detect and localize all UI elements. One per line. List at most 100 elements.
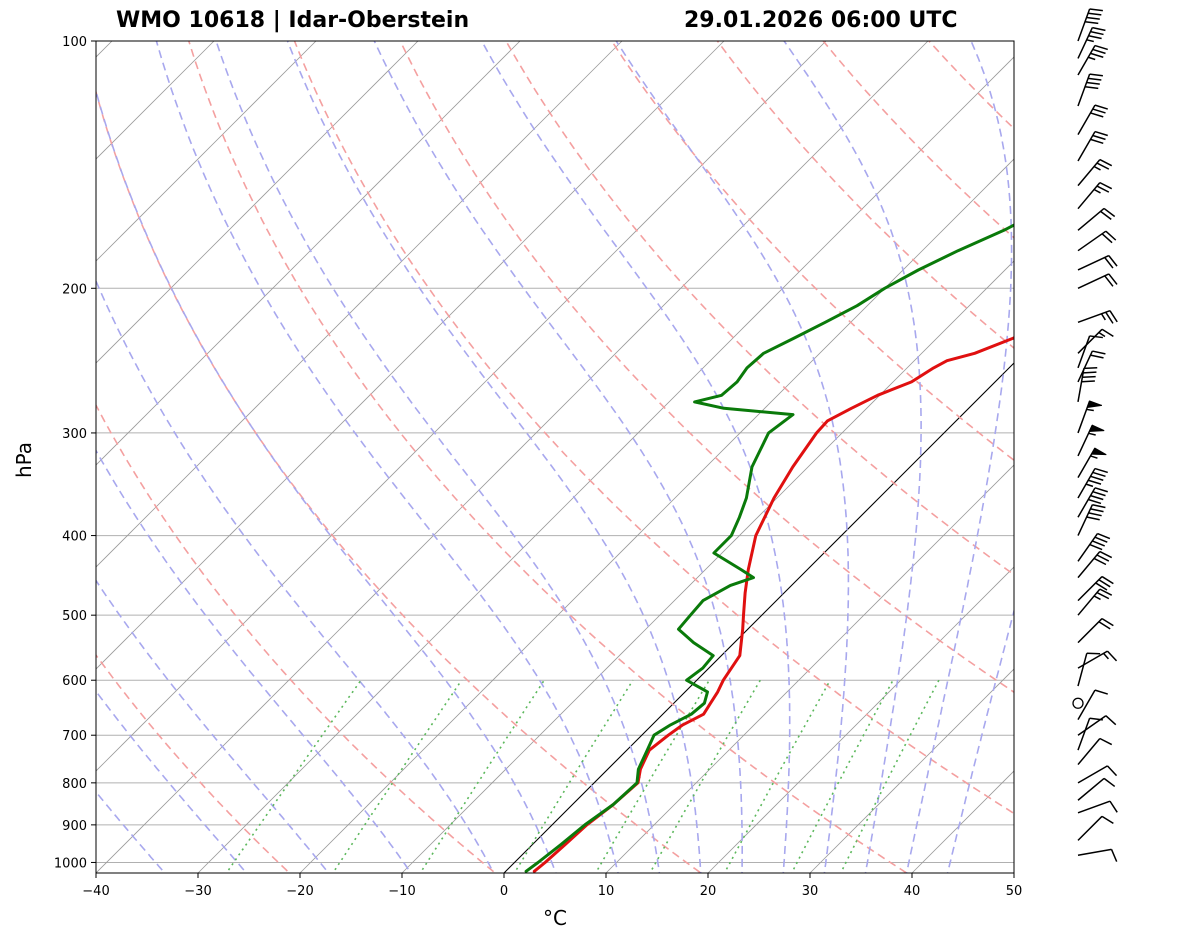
wind-barb xyxy=(1077,44,1108,76)
mixing-ratio-line xyxy=(723,679,831,873)
mixing-ratio-line xyxy=(225,679,362,873)
wind-barb xyxy=(1077,447,1107,478)
wind-barb xyxy=(1077,335,1103,369)
wind-barb xyxy=(1077,130,1108,162)
moist-adiabat-line xyxy=(783,41,922,873)
moist-adiabat-line xyxy=(286,41,702,873)
wind-barb xyxy=(1077,800,1118,814)
y-tick-label: 200 xyxy=(62,282,87,297)
wind-barb xyxy=(1077,104,1108,135)
y-tick-label: 1000 xyxy=(54,856,87,871)
x-tick-label: 40 xyxy=(904,884,921,899)
mixing-ratio-line xyxy=(594,679,710,873)
isotherm-line xyxy=(96,41,929,873)
wind-barb xyxy=(1077,400,1103,434)
wind-barb xyxy=(1077,689,1108,720)
mixing-ratio-line xyxy=(419,679,545,873)
wind-barb xyxy=(1077,309,1118,324)
moist-adiabat-line xyxy=(480,41,791,873)
wind-barb xyxy=(1077,815,1114,841)
dry-adiabat-line xyxy=(1121,23,1181,880)
y-tick-label: 500 xyxy=(62,609,87,624)
wind-barb xyxy=(1077,350,1106,383)
moist-adiabat-line xyxy=(96,579,330,873)
dry-adiabat-line xyxy=(822,41,1014,239)
dry-adiabat-line xyxy=(96,653,291,873)
x-tick-label: −20 xyxy=(286,884,313,899)
isotherm-line xyxy=(96,41,623,568)
wind-barb xyxy=(1077,765,1118,784)
isotherm-line xyxy=(96,41,725,670)
isotherm-line xyxy=(96,41,317,262)
wind-barb xyxy=(1077,424,1105,457)
isotherm-line xyxy=(96,41,521,466)
x-tick-label: 0 xyxy=(500,884,508,899)
dry-adiabat-line xyxy=(610,41,1014,462)
datetime-title: 29.01.2026 06:00 UTC xyxy=(684,8,958,33)
x-axis-label: °C xyxy=(543,906,567,930)
y-tick-label: 700 xyxy=(62,729,87,744)
x-tick-label: 30 xyxy=(802,884,819,899)
wind-barb xyxy=(1077,588,1113,616)
dewpoint-profile-line xyxy=(524,223,1014,873)
moist-adiabat-line xyxy=(946,607,1014,873)
wind-barb xyxy=(1077,254,1118,271)
isotherm-line xyxy=(96,41,419,364)
y-tick-label: 800 xyxy=(62,777,87,792)
wind-barb xyxy=(1072,697,1084,709)
mixing-ratio-line xyxy=(513,679,634,873)
moist-adiabat-line xyxy=(96,279,495,873)
dry-adiabat-line xyxy=(399,41,1014,694)
wind-barb xyxy=(1077,73,1103,107)
station-title: WMO 10618 | Idar-Oberstein xyxy=(116,8,470,33)
y-tick-label: 600 xyxy=(62,674,87,689)
wind-barbs xyxy=(1072,8,1118,862)
wind-barb xyxy=(1077,26,1106,59)
plot-frame xyxy=(95,40,1015,874)
isotherm-line xyxy=(809,668,1014,873)
temperature-profile-line xyxy=(532,336,1014,873)
mixing-ratio-line xyxy=(331,679,463,873)
isotherm-line xyxy=(707,566,1014,873)
wind-barb xyxy=(1077,328,1114,354)
wind-barb xyxy=(1077,532,1111,562)
moist-adiabat-line xyxy=(215,41,661,873)
wind-barb xyxy=(1077,207,1116,231)
dry-adiabat-line xyxy=(927,41,1014,130)
x-tick-label: −30 xyxy=(184,884,211,899)
wind-barb xyxy=(1077,652,1101,687)
wind-barb xyxy=(1077,717,1103,751)
dry-adiabat-line xyxy=(505,41,1014,576)
wind-barb xyxy=(1077,158,1113,187)
isotherm-line xyxy=(1013,872,1014,873)
mixing-ratio-line xyxy=(839,679,940,873)
isotherm-line xyxy=(911,770,1014,873)
wind-barb xyxy=(1077,575,1114,602)
wind-barb xyxy=(1077,777,1116,801)
wind-barb xyxy=(1077,8,1103,42)
moist-adiabat-line xyxy=(615,41,850,873)
dry-adiabat-line xyxy=(293,41,1014,815)
dry-adiabat-line xyxy=(96,89,703,873)
wind-barb xyxy=(1077,487,1108,518)
isotherm-line xyxy=(96,41,827,772)
x-tick-label: −10 xyxy=(388,884,415,899)
y-tick-label: 900 xyxy=(62,819,87,834)
dry-adiabat-line xyxy=(96,403,497,873)
wind-barb xyxy=(1077,273,1118,289)
isotherm-line xyxy=(0,41,10,873)
moist-adiabat-line xyxy=(155,41,619,873)
y-axis-label: hPa xyxy=(12,442,36,478)
y-tick-label: 100 xyxy=(62,35,87,50)
wind-barb xyxy=(1077,737,1113,766)
isotherm-line xyxy=(197,56,1014,873)
y-tick-label: 400 xyxy=(62,530,87,545)
wind-barb xyxy=(1077,467,1108,499)
x-tick-label: 10 xyxy=(598,884,615,899)
wind-barb xyxy=(1077,504,1106,536)
moist-adiabat-line xyxy=(905,41,1013,873)
x-tick-label: 20 xyxy=(700,884,717,899)
wind-barb xyxy=(1077,617,1114,644)
